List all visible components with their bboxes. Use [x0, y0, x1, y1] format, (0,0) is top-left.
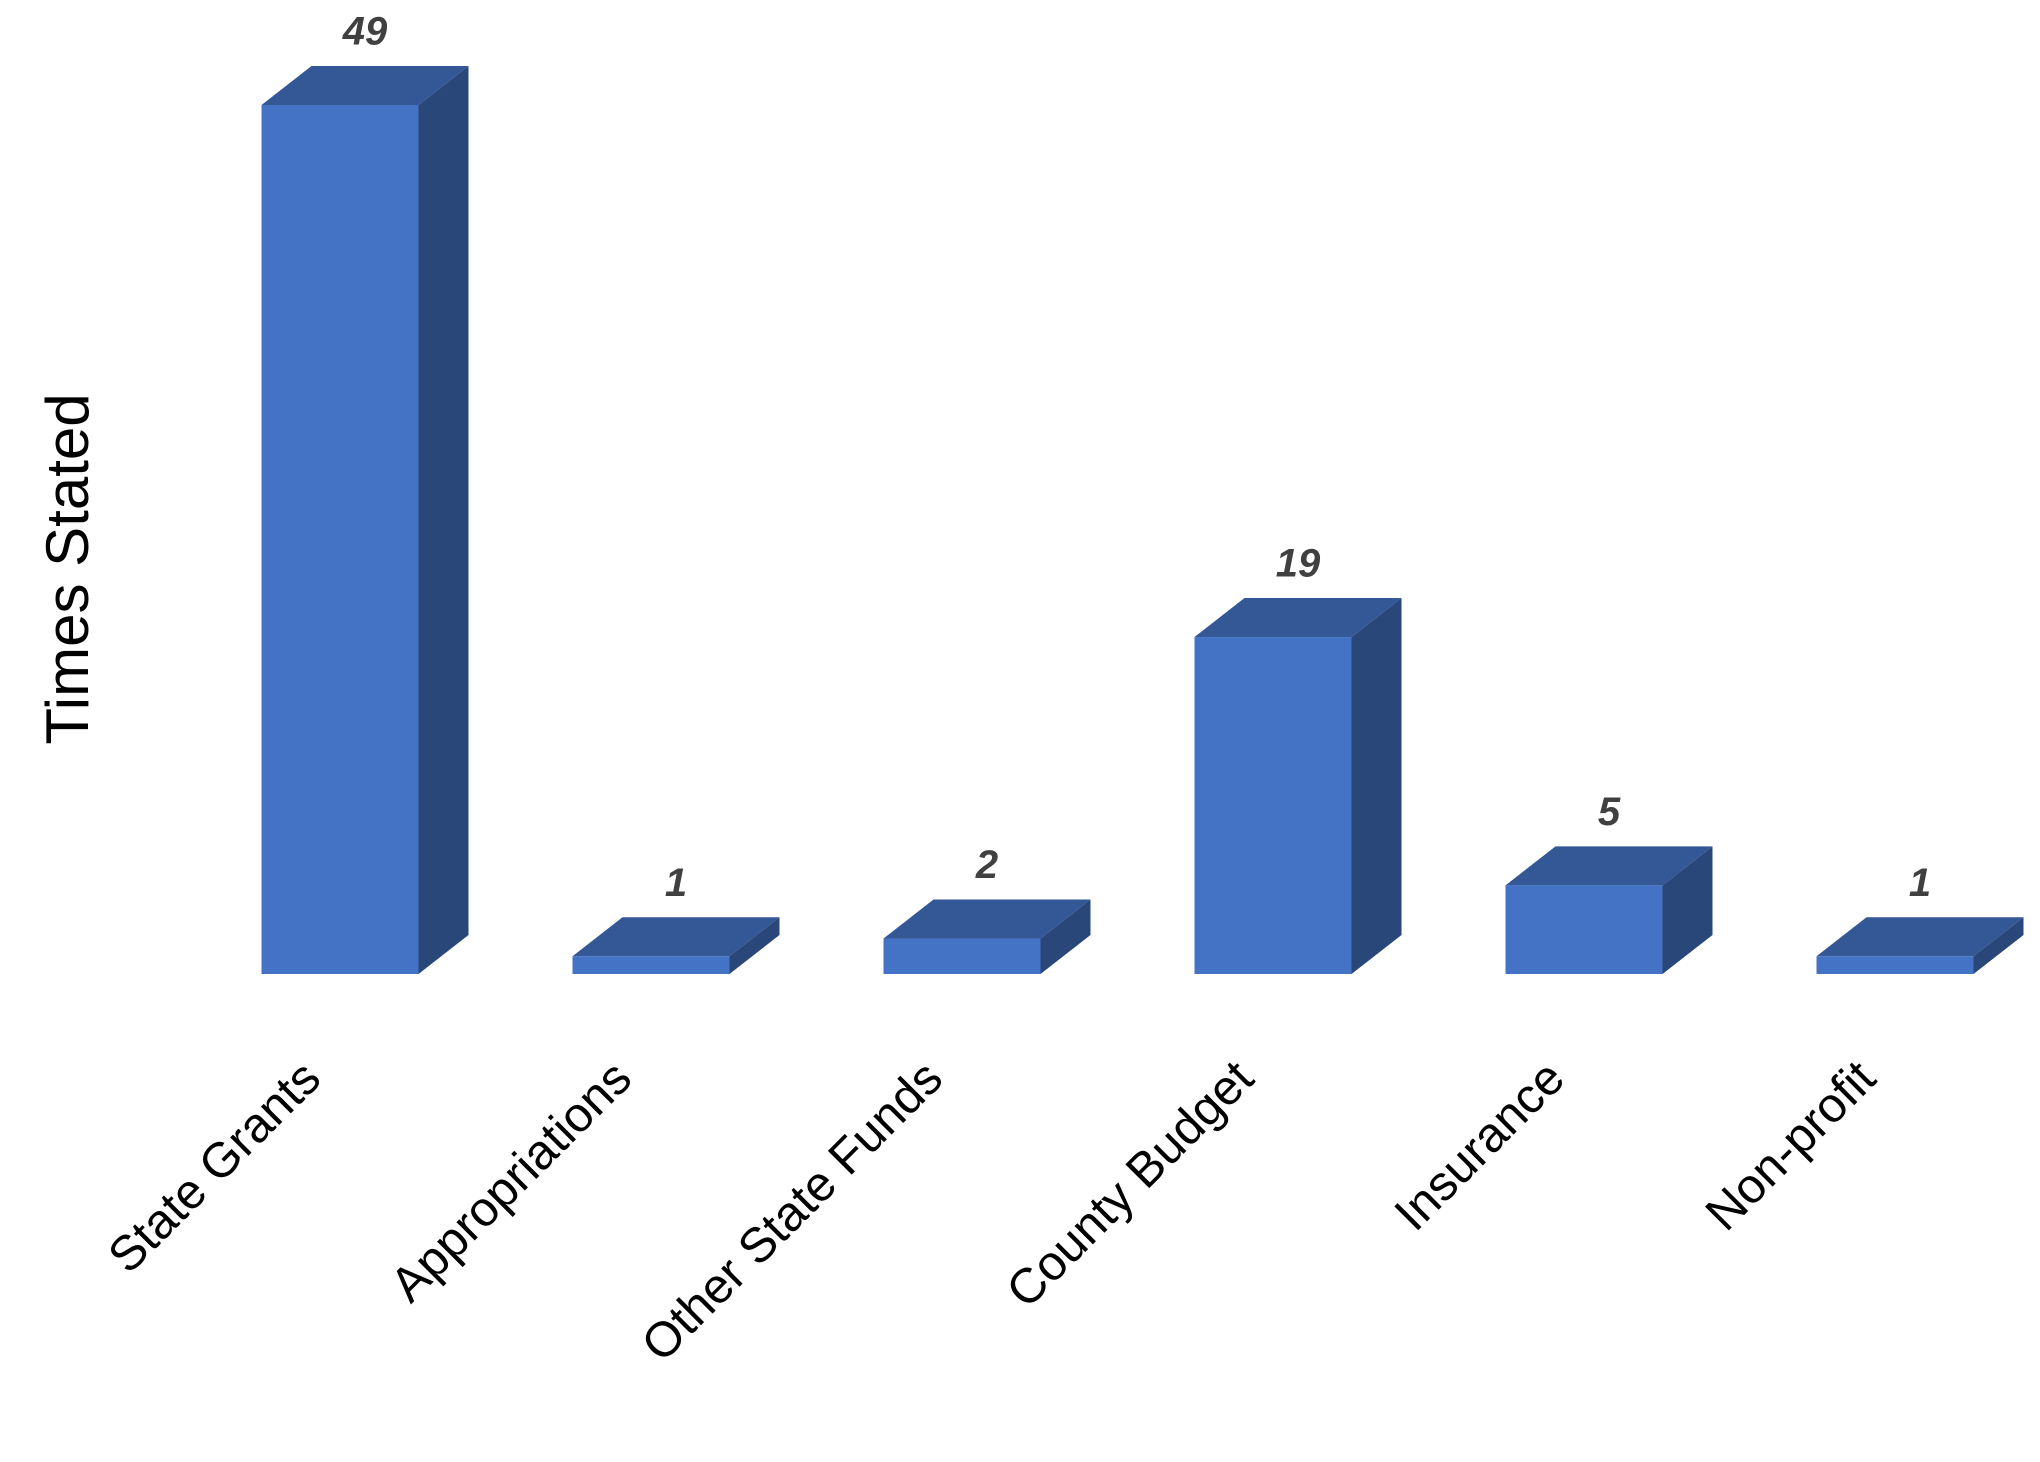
bar-side [1351, 598, 1402, 974]
x-tick-label: Other State Funds [632, 1051, 953, 1372]
bar-side [1040, 899, 1091, 974]
value-label: 19 [1276, 542, 1321, 586]
bar-front [1816, 956, 1974, 974]
bar-side [418, 66, 469, 974]
bar-front [261, 105, 419, 974]
value-label: 2 [975, 843, 998, 887]
bar [1194, 598, 1402, 974]
bar-top [883, 899, 1091, 939]
bar [572, 917, 780, 974]
value-label: 1 [665, 861, 687, 905]
bar-front [572, 956, 730, 974]
bar-front [1194, 637, 1352, 974]
bar-side [729, 917, 780, 974]
x-tick-label: State Grants [98, 1051, 331, 1284]
bar-side [1662, 846, 1713, 974]
bar-top [1816, 917, 2024, 957]
bar [883, 899, 1091, 974]
bar-front [883, 938, 1041, 974]
value-label: 1 [1909, 861, 1931, 905]
x-tick-label: Insurance [1385, 1051, 1575, 1241]
bar [1505, 846, 1713, 974]
x-tick-label: County Budget [997, 1050, 1265, 1318]
bar-top [261, 66, 469, 105]
bar-top [1194, 598, 1402, 638]
x-tick-label: Appropriations [380, 1051, 642, 1313]
bar-top [572, 917, 780, 957]
x-tick-label: Non-profit [1696, 1050, 1887, 1241]
y-axis-label: Times Stated [34, 393, 101, 744]
value-label: 49 [342, 10, 388, 54]
bar [261, 66, 469, 974]
bar-side [1973, 917, 2024, 974]
bar-front [1505, 885, 1663, 974]
bar [1816, 917, 2024, 974]
value-label: 5 [1598, 790, 1621, 834]
bar-top [1505, 846, 1713, 886]
